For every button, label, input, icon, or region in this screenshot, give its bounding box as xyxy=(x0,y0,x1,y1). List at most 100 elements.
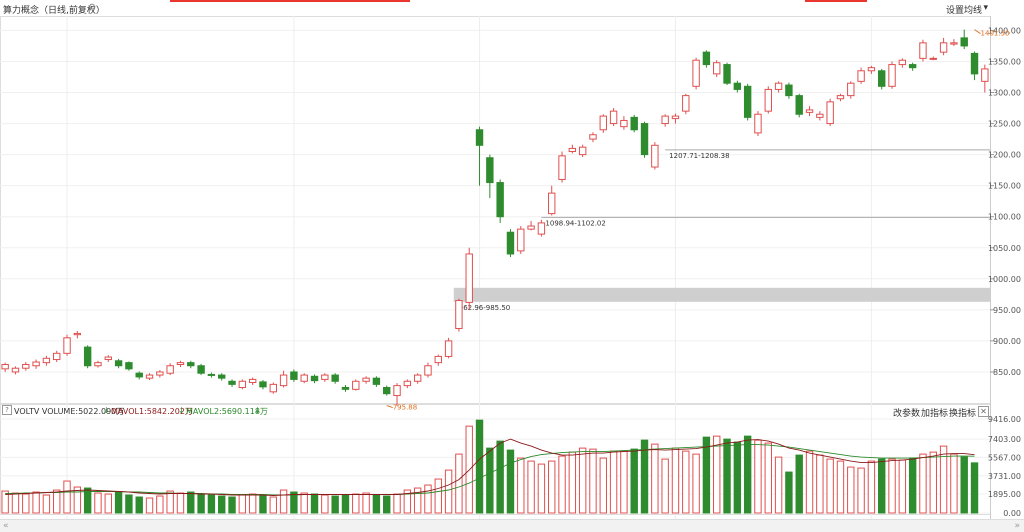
extreme-marker xyxy=(974,29,981,35)
candle-body xyxy=(310,375,319,382)
help-icon[interactable]: ? xyxy=(2,405,12,415)
volume-bar xyxy=(352,493,360,514)
price-tick-label: 900.00 xyxy=(993,337,1021,346)
mavol1-line xyxy=(5,438,975,496)
mavol2-arrow: ↓ xyxy=(254,406,261,415)
candle-body xyxy=(63,337,71,354)
volume-bar xyxy=(321,494,329,514)
volume-bar xyxy=(548,460,556,514)
candle-body xyxy=(599,115,607,131)
change-params-button[interactable]: 改参数 xyxy=(893,409,921,419)
volume-bar xyxy=(506,449,515,514)
volume-bar xyxy=(413,487,422,514)
volume-bar xyxy=(599,457,607,514)
candle-body xyxy=(372,377,381,385)
volume-bar xyxy=(279,489,288,514)
volume-bar xyxy=(795,454,803,514)
candle-body xyxy=(805,109,814,113)
volume-bar xyxy=(682,450,690,514)
volume-bar xyxy=(475,419,484,514)
volume-bar xyxy=(22,493,30,514)
candle-body xyxy=(847,82,855,97)
volume-bar xyxy=(11,492,20,514)
volume-bar xyxy=(764,442,772,514)
candle-body xyxy=(383,386,391,395)
volume-bar xyxy=(568,451,577,514)
volume-bar xyxy=(455,453,463,514)
candle-body xyxy=(207,373,216,376)
candle-body xyxy=(197,365,205,374)
candle-body xyxy=(42,357,51,364)
candle-body xyxy=(176,362,185,365)
candle-body xyxy=(578,146,587,156)
candle-body xyxy=(826,101,834,125)
gap-zone xyxy=(453,287,990,302)
candle-body xyxy=(836,95,845,100)
chevron-down-icon[interactable]: ▾ xyxy=(983,3,988,13)
volume-bar xyxy=(403,489,412,514)
candle-body xyxy=(506,231,515,255)
candle-body xyxy=(723,64,731,84)
candle-body xyxy=(733,82,742,90)
volume-bar xyxy=(609,450,618,514)
candle-body xyxy=(94,362,102,367)
volume-bar xyxy=(42,494,51,514)
volume-bar xyxy=(805,450,814,514)
candle-body xyxy=(238,380,247,388)
gear-icon[interactable]: ⚙ xyxy=(88,3,97,13)
price-tick-label: 1150.00 xyxy=(988,182,1021,191)
volume-bar xyxy=(341,494,350,514)
volume-bar xyxy=(94,492,102,514)
set-ma-button[interactable]: 设置均线 xyxy=(945,6,982,16)
scrollbar[interactable]: « » xyxy=(0,519,1024,532)
volume-bar xyxy=(929,451,937,514)
close-icon[interactable]: ✕ xyxy=(978,406,989,417)
volume-bar xyxy=(207,494,216,514)
switch-indicator-button[interactable]: 换指标 xyxy=(949,409,977,419)
candle-body xyxy=(413,374,422,382)
extreme-marker xyxy=(386,405,393,409)
volume-bar xyxy=(939,445,948,514)
candle-body xyxy=(764,88,772,112)
volume-bar xyxy=(671,447,680,514)
candle-body xyxy=(589,134,597,140)
volume-bar xyxy=(898,459,907,514)
volume-bar xyxy=(888,458,896,514)
scroll-left-icon[interactable]: « xyxy=(3,521,9,531)
price-panel-frame xyxy=(0,16,991,404)
high-label: 1401.30 xyxy=(981,30,1010,38)
volume-bar xyxy=(960,456,968,514)
volume-bar xyxy=(53,489,61,514)
volume-tick-label: 3731.00 xyxy=(988,472,1021,481)
volume-bar xyxy=(785,471,793,514)
volume-bar xyxy=(228,496,236,514)
volume-bar xyxy=(908,457,917,514)
candle-body xyxy=(352,380,360,390)
candle-body xyxy=(651,144,659,168)
candle-body xyxy=(73,332,82,336)
candle-body xyxy=(403,380,412,387)
candle-body xyxy=(32,361,40,367)
candle-body xyxy=(671,115,680,120)
volume-bar xyxy=(847,466,855,514)
candle-body xyxy=(53,352,61,361)
volume-bar xyxy=(444,469,453,514)
add-indicator-button[interactable]: 加指标 xyxy=(921,409,949,419)
candle-body xyxy=(548,192,556,215)
candle-body xyxy=(774,82,783,90)
volume-bar xyxy=(176,492,185,514)
candle-body xyxy=(11,367,20,373)
candle-body xyxy=(754,113,762,134)
volume-bar xyxy=(970,462,979,514)
candle-body xyxy=(692,59,700,87)
volume-header: ? VOLTV VOLUME:5022.090万 ↓ MAVOL1:5842.2… xyxy=(0,405,990,418)
volume-bar xyxy=(259,495,267,514)
page-title: 算力概念（日线,前复权） xyxy=(3,6,105,16)
scroll-right-icon[interactable]: » xyxy=(1014,521,1020,531)
candle-body xyxy=(362,377,370,382)
candle-body xyxy=(104,356,112,361)
candle-body xyxy=(857,70,865,82)
volume-bar xyxy=(424,484,432,514)
tab-accent-left xyxy=(170,0,410,2)
